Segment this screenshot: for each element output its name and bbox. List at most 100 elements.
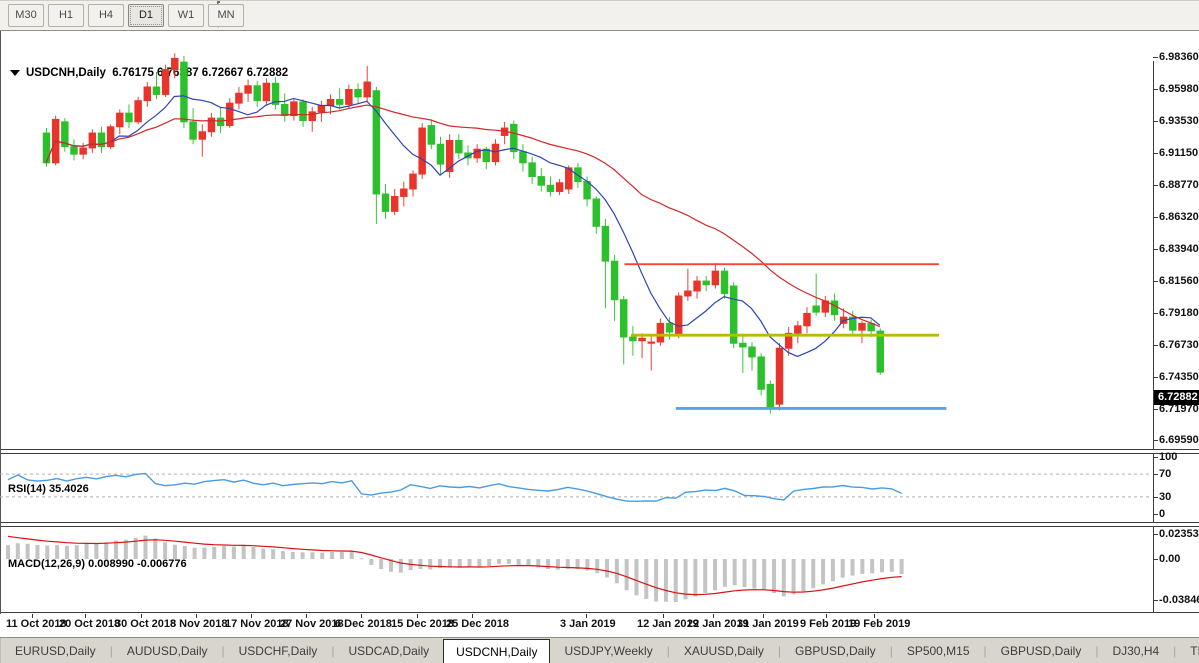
candle <box>519 144 527 172</box>
candle <box>546 176 555 197</box>
macd-histogram-bar <box>74 545 79 559</box>
chevron-down-icon <box>10 69 20 76</box>
date-tick <box>361 614 362 618</box>
timeframe-button-h1[interactable]: H1 <box>48 4 84 27</box>
chart-symbol: USDCNH,Daily <box>26 67 106 79</box>
macd-histogram-bar <box>45 545 50 559</box>
candle <box>601 218 610 309</box>
candle <box>253 80 261 107</box>
chart-tab-usdjpy-weekly[interactable]: USDJPY,Weekly <box>564 644 653 658</box>
macd-histogram-bar <box>555 559 560 570</box>
date-axis-label: 12 Jan 2019 <box>637 618 699 630</box>
candle <box>620 295 628 365</box>
candle <box>97 126 106 153</box>
chart-tab-gbpusd-daily[interactable]: GBPUSD,Daily <box>795 644 876 658</box>
chart-tab-usdcnh-daily[interactable]: USDCNH,Daily <box>443 639 551 663</box>
chart-tab-usdchf-daily[interactable]: USDCHF,Daily <box>238 644 318 658</box>
candle <box>143 82 152 107</box>
macd-histogram-bar <box>526 559 531 566</box>
date-tick <box>417 614 418 618</box>
timeframe-button-w1[interactable]: W1 <box>168 4 204 27</box>
candle <box>381 184 390 219</box>
price-axis-label: 6.91150 <box>1159 147 1199 159</box>
timeframe-button-h4[interactable]: H4 <box>88 4 124 27</box>
candle <box>638 333 646 359</box>
rsi-panel[interactable] <box>0 452 1152 522</box>
chart-tab-sp500-m15[interactable]: SP500,M15 <box>906 644 970 658</box>
chart-tab-bar: EURUSD,Daily | AUDUSD,Daily | USDCHF,Daily | U… <box>0 637 1199 663</box>
price-axis-label: 6.76730 <box>1159 339 1199 351</box>
rsi-axis-label: 100 <box>1159 451 1178 463</box>
price-chart[interactable] <box>0 31 1152 449</box>
macd-histogram-bar <box>821 559 826 585</box>
candle <box>280 93 289 122</box>
ma-slow-line <box>45 104 881 328</box>
price-axis-label-tick <box>1153 185 1158 186</box>
macd-histogram-bar <box>585 559 590 571</box>
panel-splitter-macd[interactable] <box>1 522 1199 527</box>
candle <box>720 267 729 299</box>
date-axis-label: 22 Jan 2019 <box>687 618 749 630</box>
tabbar-corner <box>0 638 1 663</box>
candle <box>171 53 179 79</box>
chart-tab-tech100[interactable]: TECH100, <box>1190 644 1199 658</box>
price-axis-label-tick <box>1153 345 1158 346</box>
candle <box>88 129 97 153</box>
date-axis-label: 30 Oct 2018 <box>115 618 177 630</box>
date-axis-label: 31 Jan 2019 <box>737 618 799 630</box>
candle <box>409 170 417 197</box>
tab-separator: | <box>1173 644 1177 658</box>
macd-histogram-bar <box>123 539 128 559</box>
timeframe-button-d1[interactable]: D1 <box>128 4 164 27</box>
candle <box>473 144 481 163</box>
candle <box>134 96 142 125</box>
candle <box>61 118 69 152</box>
candle <box>152 72 161 100</box>
date-tick <box>306 614 307 618</box>
chart-tab-usdcad-daily[interactable]: USDCAD,Daily <box>348 644 430 658</box>
tab-separator: | <box>666 644 670 658</box>
candle <box>345 84 353 109</box>
rsi-axis-label-tick <box>1153 474 1158 475</box>
candle <box>858 320 866 344</box>
macd-histogram-bar <box>781 559 786 597</box>
chart-tab-audusd-daily[interactable]: AUDUSD,Daily <box>126 644 208 658</box>
price-axis-label-tick <box>1153 440 1158 441</box>
chart-tab-xauusd-daily[interactable]: XAUUSD,Daily <box>683 644 764 658</box>
chart-tab-dj30-h4[interactable]: DJ30,H4 <box>1112 644 1160 658</box>
price-axis-label-tick <box>1153 249 1158 250</box>
macd-histogram-bar <box>644 559 649 599</box>
macd-histogram-bar <box>703 559 708 594</box>
price-axis-label: 6.83940 <box>1159 243 1199 255</box>
macd-histogram-bar <box>771 559 776 594</box>
macd-panel[interactable] <box>0 525 1152 612</box>
date-tick <box>874 614 875 618</box>
date-axis[interactable]: 11 Oct 2018 20 Oct 2018 30 Oct 2018 8 Nov 2… <box>0 614 1199 637</box>
candle <box>711 263 720 289</box>
candle <box>821 295 830 318</box>
macd-histogram-bar <box>467 559 472 567</box>
chart-tab-eurusd-daily[interactable]: EURUSD,Daily <box>15 644 96 658</box>
candle <box>436 136 445 175</box>
date-tick <box>251 614 252 618</box>
price-axis-label: 6.81560 <box>1159 275 1199 287</box>
candle <box>684 268 692 301</box>
macd-histogram-bar <box>536 559 541 568</box>
chart-tab-gbpusd-daily[interactable]: GBPUSD,Daily <box>1000 644 1082 658</box>
candle <box>317 100 326 122</box>
timeframe-button-m30[interactable]: M30 <box>8 4 44 27</box>
candle <box>116 109 124 135</box>
macd-histogram-bar <box>222 546 227 559</box>
candle <box>510 120 518 160</box>
toolbar-notch <box>217 1 220 4</box>
macd-histogram-bar <box>801 559 806 592</box>
date-axis-label: 6 Dec 2018 <box>335 618 392 630</box>
candle <box>198 124 206 157</box>
candle <box>363 65 371 102</box>
macd-histogram-bar <box>634 559 639 596</box>
macd-histogram-bar <box>791 559 796 595</box>
panel-splitter-rsi[interactable] <box>1 449 1199 454</box>
timeframe-button-mn[interactable]: MN <box>208 4 244 27</box>
candle <box>647 335 655 371</box>
price-axis-label-tick <box>1153 409 1158 410</box>
